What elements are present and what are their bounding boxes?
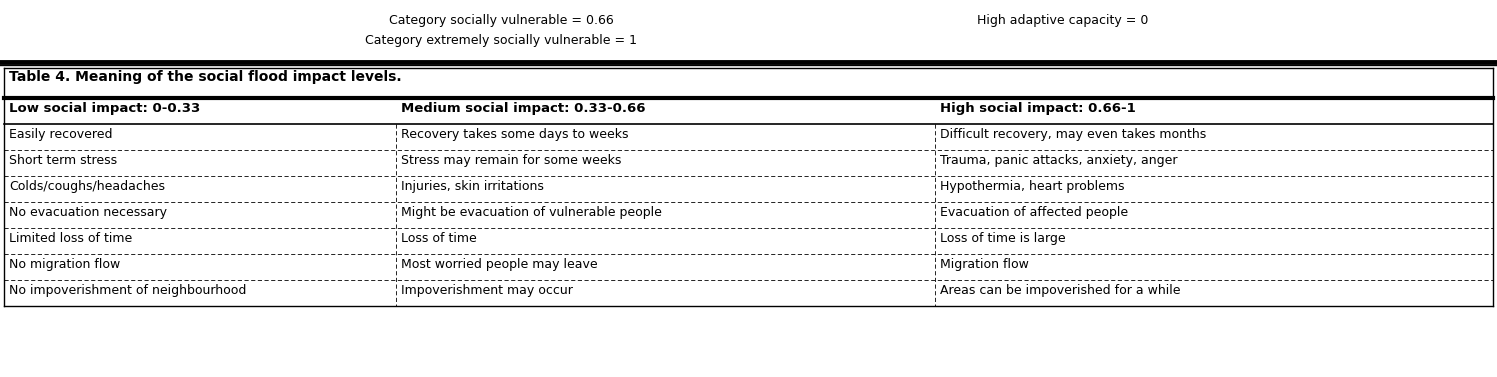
Text: Loss of time: Loss of time <box>401 232 476 245</box>
Text: High adaptive capacity = 0: High adaptive capacity = 0 <box>978 14 1148 27</box>
Text: Might be evacuation of vulnerable people: Might be evacuation of vulnerable people <box>401 206 662 219</box>
Text: Short term stress: Short term stress <box>9 154 117 167</box>
Text: High social impact: 0.66-1: High social impact: 0.66-1 <box>940 102 1135 115</box>
Text: Table 4. Meaning of the social flood impact levels.: Table 4. Meaning of the social flood imp… <box>9 70 401 84</box>
Text: Areas can be impoverished for a while: Areas can be impoverished for a while <box>940 284 1180 297</box>
Text: Most worried people may leave: Most worried people may leave <box>401 258 597 271</box>
Text: No evacuation necessary: No evacuation necessary <box>9 206 168 219</box>
Text: Difficult recovery, may even takes months: Difficult recovery, may even takes month… <box>940 128 1207 141</box>
Text: Impoverishment may occur: Impoverishment may occur <box>401 284 572 297</box>
Text: Evacuation of affected people: Evacuation of affected people <box>940 206 1127 219</box>
Text: Limited loss of time: Limited loss of time <box>9 232 132 245</box>
Text: Category extremely socially vulnerable = 1: Category extremely socially vulnerable =… <box>365 34 638 47</box>
Text: Medium social impact: 0.33-0.66: Medium social impact: 0.33-0.66 <box>401 102 645 115</box>
Text: Easily recovered: Easily recovered <box>9 128 112 141</box>
Text: Migration flow: Migration flow <box>940 258 1028 271</box>
Text: Recovery takes some days to weeks: Recovery takes some days to weeks <box>401 128 629 141</box>
Text: No impoverishment of neighbourhood: No impoverishment of neighbourhood <box>9 284 247 297</box>
Text: Trauma, panic attacks, anxiety, anger: Trauma, panic attacks, anxiety, anger <box>940 154 1177 167</box>
Text: No migration flow: No migration flow <box>9 258 120 271</box>
Text: Category socially vulnerable = 0.66: Category socially vulnerable = 0.66 <box>389 14 614 27</box>
Text: Loss of time is large: Loss of time is large <box>940 232 1066 245</box>
Text: Injuries, skin irritations: Injuries, skin irritations <box>401 180 543 193</box>
Text: Low social impact: 0-0.33: Low social impact: 0-0.33 <box>9 102 201 115</box>
Text: Colds/coughs/headaches: Colds/coughs/headaches <box>9 180 165 193</box>
Text: Stress may remain for some weeks: Stress may remain for some weeks <box>401 154 621 167</box>
Text: Hypothermia, heart problems: Hypothermia, heart problems <box>940 180 1124 193</box>
